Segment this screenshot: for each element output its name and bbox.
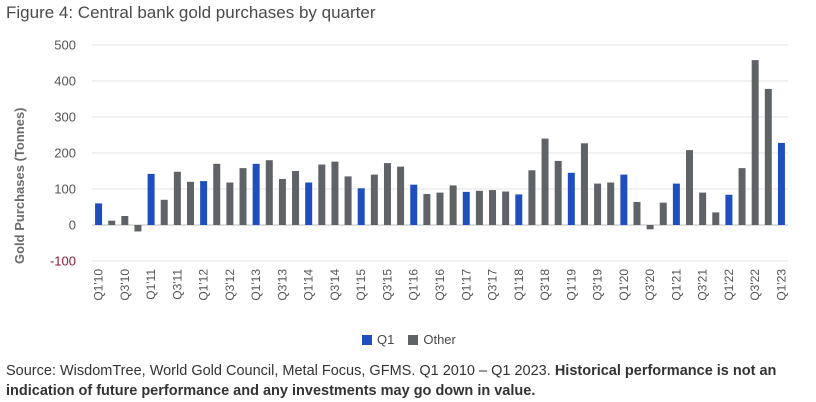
legend-label-q1: Q1 <box>377 332 395 347</box>
x-tick-label: Q1'14 <box>302 269 316 301</box>
bar <box>344 176 352 225</box>
bar <box>515 194 523 225</box>
bar <box>633 201 641 225</box>
x-tick-label: Q3'15 <box>380 269 394 301</box>
bar <box>659 202 667 225</box>
bar <box>567 172 575 225</box>
bar <box>226 182 234 225</box>
legend-label-other: Other <box>423 332 456 347</box>
bar <box>305 182 313 225</box>
legend-swatch-q1 <box>362 334 372 345</box>
x-tick-label: Q1'18 <box>512 269 526 301</box>
bar <box>541 138 549 225</box>
bar-chart: -100 0 100 200 300 400 500 Q1'10 Q3'10 Q1'11 Q3'11… <box>50 38 788 301</box>
x-tick-label: Q1'16 <box>407 269 421 301</box>
bar <box>410 184 418 225</box>
x-tick-label: Q3'11 <box>170 269 184 300</box>
bar <box>397 166 405 225</box>
legend-swatch-other <box>408 334 419 345</box>
bar <box>607 182 615 225</box>
bar <box>134 225 142 232</box>
y-tick-label: 200 <box>54 146 76 161</box>
x-tick-label: Q1'13 <box>249 269 263 301</box>
x-tick-label: Q3'20 <box>643 269 657 301</box>
bar <box>383 163 391 225</box>
bar <box>751 60 759 226</box>
bar <box>318 164 326 225</box>
x-tick-label: Q1'23 <box>774 269 788 301</box>
bar <box>357 188 365 225</box>
bar <box>370 174 378 225</box>
source-text: Source: WisdomTree, World Gold Council, … <box>6 363 551 379</box>
x-tick-label: Q3'12 <box>223 269 237 301</box>
chart-legend: Q1 Other <box>362 332 456 347</box>
x-tick-label: Q3'22 <box>748 269 762 301</box>
bar <box>594 183 602 225</box>
bar <box>147 173 155 225</box>
bar <box>686 150 694 225</box>
x-tick-label: Q1'10 <box>92 269 106 301</box>
bar <box>672 183 680 225</box>
y-tick-label: 300 <box>54 110 76 125</box>
bar <box>95 203 103 225</box>
bar <box>489 190 497 225</box>
bar <box>121 216 129 225</box>
x-tick-label: Q3'21 <box>696 269 710 301</box>
bar <box>620 174 628 225</box>
bar <box>699 192 707 225</box>
bar <box>436 192 444 225</box>
bar <box>239 168 247 225</box>
x-tick-label: Q3'14 <box>328 269 342 301</box>
bar <box>725 194 733 225</box>
x-tick-label: Q3'18 <box>538 269 552 301</box>
y-tick-label: 400 <box>54 74 76 89</box>
bar <box>331 161 339 225</box>
bar <box>186 181 194 225</box>
bar <box>278 178 286 225</box>
bar <box>462 191 470 225</box>
y-tick-label: -100 <box>50 254 76 269</box>
x-tick-label: Q3'16 <box>433 269 447 301</box>
x-tick-label: Q1'12 <box>197 269 211 301</box>
bar <box>423 194 431 225</box>
bar <box>160 199 168 225</box>
bar <box>528 170 536 225</box>
bar <box>200 181 208 225</box>
bar <box>764 88 772 225</box>
x-tick-label: Q3'17 <box>486 269 500 301</box>
bar <box>449 185 457 225</box>
x-tick-label: Q1'21 <box>669 269 683 301</box>
bar <box>213 163 221 225</box>
bar <box>580 143 588 225</box>
x-tick-label: Q1'19 <box>564 269 578 301</box>
x-tick-label: Q1'11 <box>144 269 158 300</box>
bar <box>554 160 562 225</box>
bar <box>712 212 720 225</box>
source-note: Source: WisdomTree, World Gold Council, … <box>6 361 812 401</box>
bar <box>292 171 300 225</box>
chart-title: Figure 4: Central bank gold purchases by… <box>6 3 376 22</box>
bar <box>646 225 654 230</box>
bar <box>502 191 510 225</box>
x-tick-label: Q3'10 <box>118 269 132 301</box>
bar <box>738 168 746 225</box>
x-tick-label: Q1'22 <box>722 269 736 301</box>
bar <box>252 163 260 225</box>
x-tick-label: Q1'15 <box>354 269 368 301</box>
bar <box>777 142 785 225</box>
bar <box>475 190 483 225</box>
disclaimer-text: Historical performance is not an indicat… <box>6 363 777 399</box>
x-tick-label: Q1'20 <box>617 269 631 301</box>
y-tick-label: 0 <box>69 218 76 233</box>
bar <box>108 220 116 225</box>
x-tick-label: Q3'19 <box>591 269 605 301</box>
y-tick-label: 100 <box>54 182 76 197</box>
bar <box>265 160 273 225</box>
y-tick-label: 500 <box>54 38 76 53</box>
x-tick-label: Q1'17 <box>459 269 473 301</box>
bar <box>173 171 181 225</box>
x-tick-label: Q3'13 <box>275 269 289 301</box>
